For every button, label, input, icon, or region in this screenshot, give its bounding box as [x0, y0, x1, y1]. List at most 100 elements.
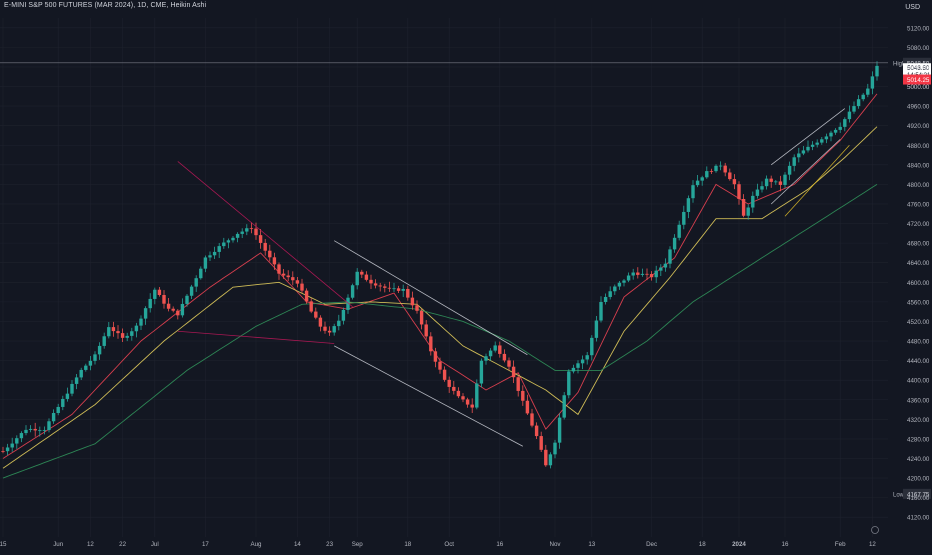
candle-body [116, 331, 120, 334]
candle-body [337, 320, 341, 327]
candle-body [111, 327, 116, 332]
candle-body [24, 429, 28, 434]
low-label: Low [893, 492, 905, 498]
candle-body [488, 350, 493, 357]
candle-body [369, 279, 373, 284]
price-tick-label: 4480.00 [907, 339, 930, 346]
candle-body [562, 395, 566, 418]
candle-body [125, 335, 129, 338]
price-axis[interactable]: 5120.00 5080.00 5040.00 5000.00 4960.00 4920.… [907, 25, 930, 521]
trend-line[interactable] [770, 108, 846, 166]
candle-body [323, 326, 327, 331]
trend-line[interactable] [784, 144, 850, 217]
trend-line[interactable] [770, 139, 841, 205]
price-markers: High5048.505043.5014:54:215014.255000.00… [0, 57, 931, 534]
trend-line[interactable] [334, 345, 523, 447]
high-value-box [903, 57, 931, 68]
candle-body [741, 198, 746, 216]
candle-body [258, 235, 263, 243]
candle-body [778, 181, 783, 185]
time-tick-label: 2024 [732, 541, 746, 548]
candle-body [56, 406, 60, 414]
candle-body [383, 286, 387, 288]
price-tick-label: 4720.00 [907, 221, 930, 228]
candle-body [134, 325, 139, 332]
currency-label[interactable]: USD [905, 4, 920, 11]
candle-body [130, 331, 134, 336]
candle-body [332, 326, 336, 333]
candle-body [364, 274, 369, 280]
candle-body [401, 288, 405, 291]
price-tick-label: 4840.00 [907, 162, 930, 169]
candle-body [47, 421, 51, 431]
price-tick-label: 4200.00 [907, 476, 930, 483]
trend-line[interactable] [177, 161, 353, 308]
candle-body [415, 305, 419, 311]
candle-body [176, 310, 180, 316]
candle-body [511, 366, 516, 378]
low-value: 4167.75 [907, 491, 930, 498]
trend-line[interactable] [333, 240, 528, 356]
candle-body [760, 186, 764, 190]
candle-body [373, 283, 378, 286]
candle-body [516, 377, 520, 391]
candle-body [866, 88, 870, 95]
candle-body [406, 288, 410, 298]
lightning-icon[interactable] [871, 526, 879, 534]
candle-body [410, 297, 415, 306]
candle-body [309, 301, 313, 312]
candle-body [787, 165, 792, 175]
price-tick-label: 4800.00 [907, 182, 930, 189]
price-tick-label: 4360.00 [907, 397, 930, 404]
candle-body [33, 428, 37, 431]
candle-body [806, 146, 810, 151]
price-tick-label: 4560.00 [907, 299, 930, 306]
candle-body [378, 285, 382, 287]
price-tick-label: 4520.00 [907, 319, 930, 326]
candle-body [544, 449, 548, 466]
candle-body [672, 237, 677, 250]
price-tick-label: 4440.00 [907, 358, 930, 365]
candle-body [723, 165, 727, 173]
time-tick-label: Jun [53, 541, 64, 548]
candle-body [217, 246, 221, 252]
red-price-label: 5014.25 [907, 77, 930, 84]
candle-body [360, 271, 364, 275]
candle-body [852, 106, 856, 112]
candle-body [677, 224, 681, 238]
candle-body [539, 436, 543, 450]
candle-body [199, 268, 203, 279]
candle-body [663, 263, 668, 268]
red-price-box [903, 74, 931, 85]
candle-body [833, 129, 838, 133]
low-value-box [903, 488, 931, 499]
candle-body [15, 438, 19, 444]
candle-body [153, 289, 157, 299]
time-tick-label: 12 [869, 541, 876, 548]
candle-body [668, 249, 672, 264]
time-tick-label: Aug [250, 541, 262, 548]
candle-body [797, 153, 801, 158]
candle-body [691, 185, 695, 199]
candle-body [327, 330, 332, 333]
candle-body [19, 433, 24, 439]
time-tick-label: 23 [326, 541, 333, 548]
time-axis[interactable]: 15 Jun 12 22 Jul 17 Aug 14 23 Sep 18 Oct 16 Nov 13 Dec 1… [0, 541, 876, 548]
candle-body [157, 289, 162, 295]
candle-body [42, 430, 47, 431]
candle-body [534, 425, 539, 437]
time-tick-label: Dec [646, 541, 657, 548]
candle-body [51, 413, 56, 422]
time-tick-label: Feb [835, 541, 846, 548]
candle-body [659, 267, 663, 271]
candle-body [847, 111, 852, 120]
candles [1, 61, 879, 469]
candle-body [580, 359, 585, 364]
time-tick-label: 12 [87, 541, 94, 548]
trend-line[interactable] [177, 330, 335, 344]
time-tick-label: 13 [588, 541, 595, 548]
candle-body [645, 273, 649, 275]
candle-body [424, 324, 428, 337]
